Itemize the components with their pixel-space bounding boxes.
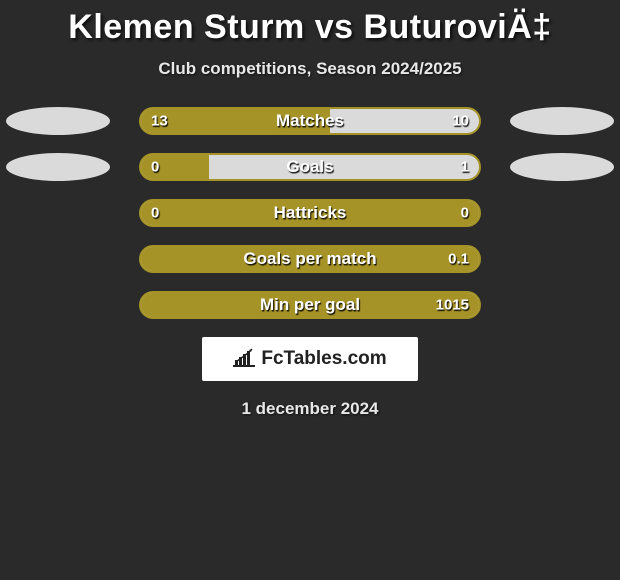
stat-bar: 0 Hattricks 0 (139, 199, 481, 227)
stat-label: Min per goal (260, 295, 360, 315)
stat-right-value: 0.1 (448, 251, 469, 268)
stat-left-value: 13 (151, 113, 168, 130)
stat-left-value: 0 (151, 205, 159, 222)
stat-right-value: 1 (461, 159, 469, 176)
stat-left-value: 0 (151, 159, 159, 176)
stat-bar: 0 Goals 1 (139, 153, 481, 181)
stat-row: 0 Goals 1 (0, 153, 620, 181)
player-badge-right (510, 153, 614, 181)
stat-row: 13 Matches 10 (0, 107, 620, 135)
stat-label: Goals (286, 157, 333, 177)
stat-label: Goals per match (243, 249, 376, 269)
stat-bar: Min per goal 1015 (139, 291, 481, 319)
stat-label: Hattricks (274, 203, 347, 223)
stat-right-value: 0 (461, 205, 469, 222)
stat-row: Goals per match 0.1 (0, 245, 620, 273)
logo-text: FcTables.com (261, 348, 386, 370)
stat-bar: Goals per match 0.1 (139, 245, 481, 273)
player-badge-left (6, 153, 110, 181)
stat-right-value: 1015 (436, 297, 469, 314)
stat-right-value: 10 (452, 113, 469, 130)
page-title: Klemen Sturm vs ButuroviÄ‡ (0, 0, 620, 47)
fctables-logo[interactable]: FcTables.com (202, 337, 418, 381)
player-badge-right (510, 107, 614, 135)
stat-label: Matches (276, 111, 344, 131)
stat-bar: 13 Matches 10 (139, 107, 481, 135)
stat-row: 0 Hattricks 0 (0, 199, 620, 227)
comparison-chart: 13 Matches 10 0 Goals 1 0 Hattricks 0 Go… (0, 107, 620, 319)
stat-row: Min per goal 1015 (0, 291, 620, 319)
player-badge-left (6, 107, 110, 135)
date-label: 1 december 2024 (0, 399, 620, 419)
subtitle: Club competitions, Season 2024/2025 (0, 59, 620, 79)
chart-icon (233, 347, 255, 372)
